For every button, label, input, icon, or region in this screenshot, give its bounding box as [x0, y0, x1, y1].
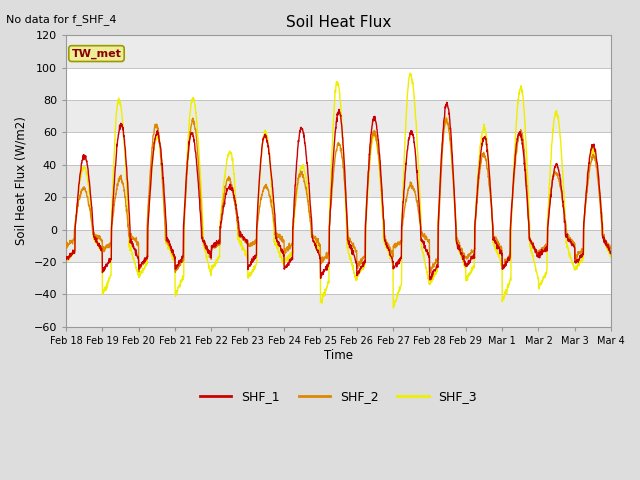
Bar	[66, 294, 611, 327]
Bar	[66, 197, 611, 229]
Y-axis label: Soil Heat Flux (W/m2): Soil Heat Flux (W/m2)	[15, 117, 28, 245]
Bar	[66, 36, 611, 68]
Bar	[66, 68, 611, 100]
Text: TW_met: TW_met	[72, 48, 122, 59]
Title: Soil Heat Flux: Soil Heat Flux	[286, 15, 391, 30]
X-axis label: Time: Time	[324, 348, 353, 361]
Bar	[66, 100, 611, 132]
Bar	[66, 132, 611, 165]
Text: No data for f_SHF_4: No data for f_SHF_4	[6, 14, 117, 25]
Bar	[66, 229, 611, 262]
Bar	[66, 262, 611, 294]
Bar	[66, 165, 611, 197]
Legend: SHF_1, SHF_2, SHF_3: SHF_1, SHF_2, SHF_3	[195, 385, 482, 408]
